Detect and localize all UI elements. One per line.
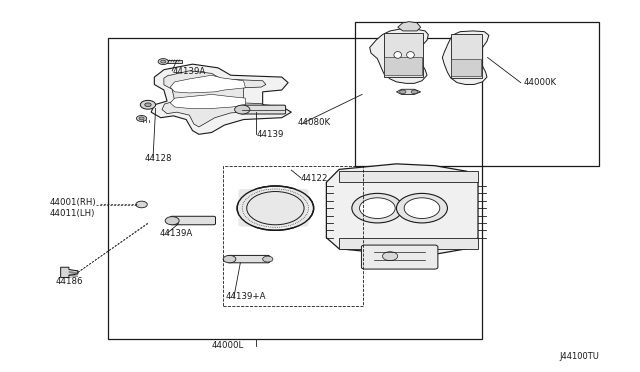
Bar	[451, 59, 481, 76]
Circle shape	[161, 60, 166, 63]
Bar	[339, 238, 478, 249]
Bar	[339, 171, 478, 182]
Ellipse shape	[394, 52, 401, 58]
Bar	[355, 22, 599, 166]
Text: 44000L: 44000L	[212, 341, 244, 350]
Circle shape	[165, 217, 179, 225]
Polygon shape	[170, 94, 246, 109]
Text: 44139A: 44139A	[159, 230, 193, 238]
FancyBboxPatch shape	[228, 256, 269, 263]
Polygon shape	[397, 22, 420, 31]
Circle shape	[404, 198, 440, 218]
FancyBboxPatch shape	[241, 105, 285, 114]
Ellipse shape	[406, 52, 414, 58]
Text: 44128: 44128	[145, 154, 172, 163]
Bar	[451, 34, 483, 78]
Polygon shape	[162, 71, 266, 127]
FancyBboxPatch shape	[239, 189, 308, 227]
Circle shape	[140, 100, 156, 109]
Bar	[384, 57, 422, 75]
Polygon shape	[442, 31, 489, 84]
Bar	[384, 33, 423, 77]
Text: 44080K: 44080K	[298, 118, 331, 127]
Text: 44000K: 44000K	[524, 78, 557, 87]
Bar	[108, 38, 483, 339]
Circle shape	[158, 59, 168, 64]
Circle shape	[411, 90, 417, 94]
Text: 44139A: 44139A	[172, 67, 205, 76]
Circle shape	[360, 198, 395, 218]
Circle shape	[136, 115, 147, 121]
Circle shape	[396, 193, 447, 223]
Bar	[223, 166, 364, 306]
Circle shape	[262, 256, 273, 262]
Polygon shape	[396, 89, 420, 94]
FancyBboxPatch shape	[362, 245, 438, 269]
Text: 44139: 44139	[256, 130, 284, 139]
Circle shape	[145, 103, 151, 107]
Circle shape	[223, 256, 236, 263]
Circle shape	[383, 252, 397, 260]
Text: 44186: 44186	[56, 278, 83, 286]
Text: 44011(LH): 44011(LH)	[49, 209, 95, 218]
FancyBboxPatch shape	[170, 216, 216, 225]
Polygon shape	[151, 64, 291, 134]
Circle shape	[399, 90, 406, 94]
Circle shape	[139, 117, 144, 120]
Polygon shape	[61, 267, 78, 278]
Polygon shape	[326, 164, 478, 254]
Text: J44100TU: J44100TU	[559, 352, 599, 361]
Polygon shape	[370, 29, 428, 83]
Text: 44139+A: 44139+A	[226, 292, 266, 301]
Text: 44001(RH): 44001(RH)	[49, 198, 96, 207]
Circle shape	[237, 186, 314, 230]
Circle shape	[136, 201, 147, 208]
Polygon shape	[170, 75, 246, 93]
Circle shape	[352, 193, 403, 223]
Circle shape	[235, 105, 250, 114]
Bar	[166, 60, 182, 63]
Text: 44122: 44122	[301, 174, 328, 183]
Circle shape	[246, 192, 304, 225]
